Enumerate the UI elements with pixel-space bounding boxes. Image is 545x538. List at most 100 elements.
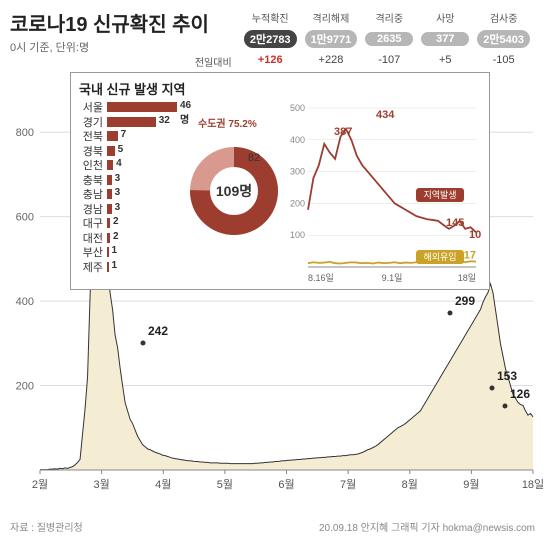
svg-text:242: 242 [148,324,168,338]
region-bar-row: 대전2 [79,231,182,246]
bar-value: 2 [113,231,119,242]
region-bar-row: 경북5 [79,144,182,159]
bar-fill [107,175,112,185]
svg-text:153: 153 [497,369,517,383]
bar-value: 32 [159,115,170,126]
svg-text:7월: 7월 [340,478,356,491]
stats-col-header: 격리중 [362,10,416,27]
bar-fill [107,131,118,141]
page-subtitle: 0시 기준, 단위:명 [10,39,209,55]
header: 코로나19 신규확진 추이 0시 기준, 단위:명 누적확진격리해제격리중사망검… [0,0,545,75]
svg-text:299: 299 [455,294,475,308]
stats-col-header: 격리해제 [302,10,361,27]
bar-fill [107,204,112,214]
svg-text:4월: 4월 [155,478,171,491]
region-bar-row: 부산1 [79,245,182,260]
diff-row-label: 전일대비 [195,54,232,69]
region-bar-row: 충남3 [79,187,182,202]
stats-pill: 377 [421,32,469,46]
bar-track: 3 [107,175,182,185]
region-bar-row: 대구2 [79,216,182,231]
bar-track: 3 [107,189,182,199]
page-title: 코로나19 신규확진 추이 [10,8,209,37]
stats-diff: -105 [474,53,533,67]
bar-fill [107,218,110,228]
svg-text:800: 800 [16,127,34,139]
stats-table: 누적확진격리해제격리중사망검사중 2만2783 1만9771 2635 377 2만54… [239,8,535,71]
stats-diff-row: +126+228-107+5-105 [241,53,533,67]
svg-text:8월: 8월 [402,478,418,491]
bar-track: 3 [107,204,182,214]
svg-text:18일: 18일 [522,477,544,491]
svg-text:9월: 9월 [463,478,479,491]
svg-text:해외유입: 해외유입 [423,251,456,262]
region-label: 제주 [79,259,107,275]
svg-text:109: 109 [469,229,481,241]
region-bar-row: 경기32 [79,115,182,130]
bar-value: 4 [116,158,122,169]
inset-line-chart: 1002003004005008.16일9.1일18일3874341451091… [286,100,481,285]
bar-fill [107,262,109,272]
bar-fill [107,233,110,243]
inset-line-column: 1002003004005008.16일9.1일18일3874341451091… [286,100,481,290]
bar-track: 32 [107,117,182,127]
bar-value: 3 [115,202,121,213]
svg-text:145: 145 [446,217,464,229]
svg-text:400: 400 [290,135,305,145]
svg-text:434: 434 [376,109,395,121]
bar-track: 2 [107,218,182,228]
stats-pill: 1만9771 [305,30,358,48]
inset-title: 국내 신규 발생 지역 [71,73,489,100]
bar-value: 1 [112,260,118,271]
stats-diff: +5 [418,53,472,67]
inset-body: 서울46명경기32전북7경북5인천4충북3충남3경남3대구2대전2부산1제주1 … [71,100,489,296]
bar-fill [107,102,177,112]
bar-track: 1 [107,247,182,257]
bar-value: 3 [115,173,121,184]
svg-text:100: 100 [290,230,305,240]
stats-diff: -107 [362,53,416,67]
region-bar-row: 인천4 [79,158,182,173]
bar-fill [107,146,115,156]
bar-fill [107,247,109,257]
svg-text:300: 300 [290,167,305,177]
infographic-root: 코로나19 신규확진 추이 0시 기준, 단위:명 누적확진격리해제격리중사망검… [0,0,545,538]
bar-value: 3 [115,187,121,198]
svg-text:5월: 5월 [217,478,233,491]
bar-track: 46명 [107,102,182,112]
bar-value: 5 [118,144,124,155]
bar-track: 7 [107,131,182,141]
region-bar-row: 경남3 [79,202,182,217]
stats-col-header: 사망 [418,10,472,27]
svg-text:18일: 18일 [458,273,476,283]
region-bar-row: 제주 1 [79,260,182,275]
svg-text:9.1일: 9.1일 [382,273,403,283]
credit-label: 20.09.18 안지혜 그래픽 기자 hokma@newsis.com [319,519,535,534]
region-bar-row: 충북3 [79,173,182,188]
svg-text:600: 600 [16,212,34,224]
inset-panel: 국내 신규 발생 지역 서울46명경기32전북7경북5인천4충북3충남3경남3대… [70,72,490,290]
metro-label: 수도권 75.2% [198,115,257,130]
svg-text:109명: 109명 [216,183,252,199]
svg-text:400: 400 [16,296,34,308]
stats-header-row: 누적확진격리해제격리중사망검사중 [241,10,533,27]
stats-value-row: 2만2783 1만9771 2635 377 2만5403 [241,29,533,49]
stats-pill: 2만5403 [477,30,530,48]
svg-text:200: 200 [16,381,34,393]
stats-diff: +126 [241,53,300,67]
title-block: 코로나19 신규확진 추이 0시 기준, 단위:명 [10,8,209,55]
source-label: 자료 : 질병관리청 [10,519,83,534]
svg-text:126: 126 [510,387,530,401]
bar-fill [107,189,112,199]
svg-text:17: 17 [464,250,476,262]
bar-value: 1 [112,245,118,256]
svg-text:3월: 3월 [94,478,110,491]
stats-pill: 2만2783 [244,30,297,48]
footer: 자료 : 질병관리청 20.09.18 안지혜 그래픽 기자 hokma@new… [10,519,535,534]
bar-value: 7 [121,129,127,140]
svg-text:82: 82 [248,152,260,164]
bar-fill [107,160,113,170]
svg-text:지역발생: 지역발생 [423,190,456,200]
stats-pill: 2635 [365,32,413,46]
bar-track: 1 [107,262,182,272]
